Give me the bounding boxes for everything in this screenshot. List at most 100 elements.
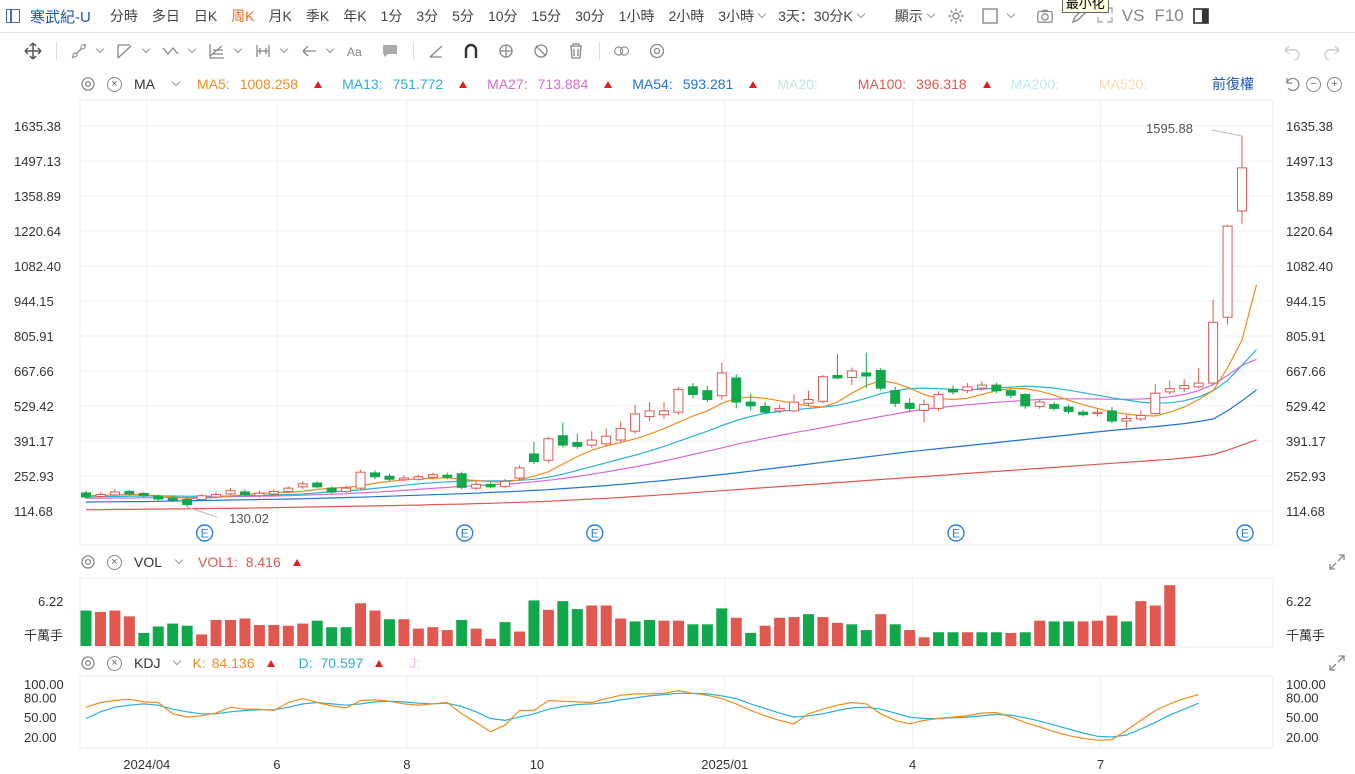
multi-day-dropdown[interactable]: 3天：30分K xyxy=(778,6,866,26)
vol-indicator-dropdown[interactable]: VOL xyxy=(134,554,184,570)
vs-button[interactable]: VS xyxy=(1121,6,1145,25)
ma-label: MA5: xyxy=(197,76,230,92)
volume-bar xyxy=(514,631,525,646)
f10-button[interactable]: F10 xyxy=(1154,6,1184,25)
wave-tool[interactable] xyxy=(158,42,197,60)
comment-tool[interactable] xyxy=(377,42,403,60)
fullscreen-area[interactable]: 最小化 xyxy=(1061,0,1118,27)
period-tab[interactable]: 分時 xyxy=(109,8,138,24)
period-tab[interactable]: 30分 xyxy=(575,8,605,24)
x-tick-label: 2025/01 xyxy=(701,757,748,772)
x-tick-label: 8 xyxy=(403,757,410,772)
channel-tool[interactable] xyxy=(112,42,151,60)
period-tab[interactable]: 5分 xyxy=(452,8,474,24)
candle-body xyxy=(557,435,568,446)
ruler-tool[interactable] xyxy=(423,42,449,60)
period-tab[interactable]: 15分 xyxy=(531,8,562,24)
period-tab[interactable]: 3分 xyxy=(416,8,439,24)
period-tab[interactable]: 周K xyxy=(231,8,255,24)
measure-tool[interactable] xyxy=(250,42,289,60)
redo-icon[interactable] xyxy=(1323,42,1341,60)
kdj-indicator-dropdown[interactable]: KDJ xyxy=(134,655,182,671)
period-tab[interactable]: 多日 xyxy=(151,8,180,24)
kdj-close-icon[interactable]: × xyxy=(107,655,122,671)
candle-body xyxy=(1078,411,1089,416)
candle-body xyxy=(615,428,626,441)
delete-tool[interactable] xyxy=(563,42,589,60)
volume-bar xyxy=(542,609,554,646)
volume-bar xyxy=(1063,621,1075,646)
y-tick-label-right: 391.17 xyxy=(1286,434,1326,449)
price-axis: 1635.38 1635.38 1497.13 1497.13 1358.89 1358.… xyxy=(14,119,1333,519)
symbol-name[interactable]: 寒武紀-U xyxy=(30,8,91,26)
kdj-settings-icon[interactable] xyxy=(79,654,97,672)
toolbar-settings[interactable] xyxy=(644,42,670,60)
kdj-legend-bar: × KDJ K: 84.136 D: 70.597 J: xyxy=(0,651,1355,675)
ma-close-icon[interactable]: × xyxy=(107,76,122,92)
compare-icon xyxy=(614,46,630,56)
time-axis: 2024/04 6 8 10 2025/01 4 7 xyxy=(123,757,1104,772)
volume-bar xyxy=(1019,632,1031,646)
volume-bar xyxy=(152,626,164,646)
move-crosshair-icon[interactable] xyxy=(24,42,42,60)
panel-layout-icon[interactable] xyxy=(1192,7,1210,25)
angle-icon xyxy=(429,45,443,58)
adjust-mode-button[interactable]: 前復權 xyxy=(1212,76,1254,92)
period-tab[interactable]: 2小時 xyxy=(668,8,705,24)
magnet-icon xyxy=(464,43,478,58)
candle-body xyxy=(442,474,453,478)
volume-bar xyxy=(340,627,352,646)
period-tab[interactable]: 年K xyxy=(343,8,367,24)
hide-tool[interactable] xyxy=(528,42,554,60)
period-tab[interactable]: 10分 xyxy=(487,8,518,24)
ma27-line xyxy=(86,358,1257,499)
undo-icon[interactable] xyxy=(1283,42,1301,60)
candle-body xyxy=(1179,385,1190,390)
zoom-in-icon[interactable]: + xyxy=(1327,76,1342,92)
period-dropdown-3h[interactable]: 3小時 xyxy=(718,6,767,26)
period-tab[interactable]: 月K xyxy=(268,8,292,24)
comment-icon xyxy=(383,45,397,57)
period-tab[interactable]: 日K xyxy=(193,8,218,24)
up-arrow-icon xyxy=(375,659,384,667)
arrow-tool[interactable] xyxy=(296,42,335,60)
display-dropdown[interactable]: 顯示 xyxy=(895,6,936,26)
fibonacci-tool[interactable] xyxy=(204,42,243,60)
main-panel-frame xyxy=(79,99,1274,546)
y-tick-label-right: 252.93 xyxy=(1286,469,1326,484)
vol-settings-icon[interactable] xyxy=(79,553,97,571)
kdj-tick-right: 50.00 xyxy=(1286,710,1319,725)
compare-tool[interactable] xyxy=(609,42,635,60)
trendline-tool[interactable] xyxy=(66,42,105,60)
candle-body xyxy=(254,492,265,497)
volume-bar xyxy=(485,638,497,646)
vol-value: 8.416 xyxy=(245,554,281,570)
volume-bar xyxy=(1077,621,1089,646)
text-tool[interactable]: Aa xyxy=(342,42,368,60)
zoom-out-icon[interactable]: − xyxy=(1306,76,1321,92)
volume-bar xyxy=(1120,621,1132,646)
ma-label: MA200: xyxy=(1010,76,1059,92)
settings-gear-icon[interactable] xyxy=(947,7,965,25)
vol-close-icon[interactable]: × xyxy=(107,554,122,570)
kdj-expand-icon[interactable] xyxy=(1328,654,1346,672)
magnet-tool[interactable] xyxy=(458,42,484,60)
period-tab[interactable]: 1小時 xyxy=(618,8,655,24)
symbol-area[interactable]: 寒武紀-U xyxy=(0,6,103,27)
sync-tool[interactable] xyxy=(493,42,519,60)
chart-style-dropdown[interactable] xyxy=(977,7,1016,25)
ma-indicator-dropdown[interactable]: MA xyxy=(134,76,181,92)
sidebar-toggle-icon[interactable] xyxy=(6,9,20,23)
up-arrow-icon xyxy=(292,558,301,566)
period-tab[interactable]: 季K xyxy=(305,8,330,24)
camera-icon[interactable] xyxy=(1036,7,1054,25)
ma-settings-icon[interactable] xyxy=(79,75,97,93)
y-tick-label-right: 667.66 xyxy=(1286,364,1326,379)
period-tab[interactable]: 1分 xyxy=(380,8,403,24)
vol-expand-icon[interactable] xyxy=(1328,553,1346,571)
ma-values: MA5: 1008.258 MA13: 751.772 MA27: 713.884 MA54… xyxy=(179,76,1167,92)
volume-bar xyxy=(282,625,294,646)
chevron-down-icon xyxy=(187,44,197,54)
reset-icon[interactable] xyxy=(1282,75,1300,93)
